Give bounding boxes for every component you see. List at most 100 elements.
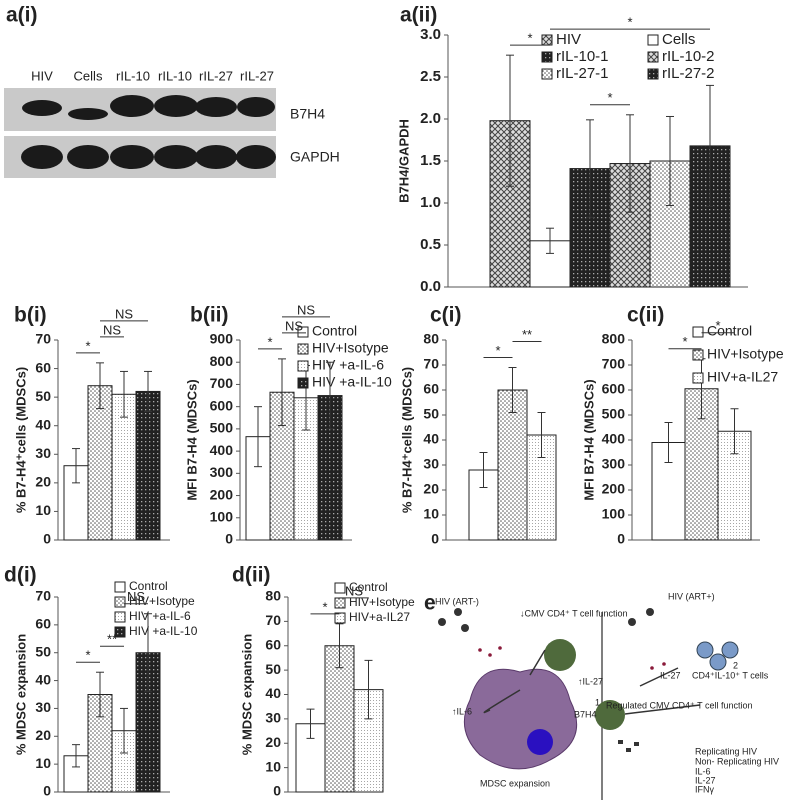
y-tick-label: 900 bbox=[210, 331, 234, 347]
y-tick-label: 80 bbox=[423, 331, 439, 347]
significance-label: NS bbox=[345, 583, 363, 598]
y-tick-label: 30 bbox=[35, 699, 51, 715]
legend-label: HIV +a-IL-6 bbox=[312, 357, 384, 373]
diagram-text: IL-27 bbox=[660, 670, 681, 680]
lane-label: rIL-10 bbox=[158, 68, 192, 83]
y-axis-label: MFI B7-H4 (MDSCs) bbox=[184, 379, 199, 500]
bar bbox=[135, 390, 161, 541]
significance-label: NS bbox=[103, 322, 121, 337]
legend-label: rIL-10-1 bbox=[556, 48, 609, 65]
y-tick-label: 20 bbox=[423, 481, 439, 497]
diagram-text: HIV (ART-) bbox=[435, 596, 479, 606]
y-tick-label: 20 bbox=[35, 474, 51, 490]
diagram-text: 1 bbox=[595, 697, 600, 707]
lane-label: HIV bbox=[31, 68, 53, 83]
significance-label: * bbox=[607, 90, 612, 105]
legend-swatch bbox=[114, 581, 126, 593]
significance-label: NS bbox=[127, 589, 145, 604]
y-tick-label: 0 bbox=[273, 783, 281, 799]
y-axis-label: % B7-H4⁺cells (MDSCs) bbox=[399, 367, 414, 513]
y-tick-label: 70 bbox=[35, 588, 51, 604]
significance-label: NS bbox=[115, 306, 133, 321]
legend-swatch bbox=[114, 626, 126, 638]
legend-label: Control bbox=[312, 323, 357, 339]
y-tick-label: 400 bbox=[602, 431, 626, 447]
y-axis-label: MFI B7-H4 (MDSCs) bbox=[581, 379, 596, 500]
y-tick-label: 600 bbox=[602, 381, 626, 397]
legend-label: HIV+Isotype bbox=[312, 340, 389, 356]
band-label: B7H4 bbox=[290, 106, 325, 122]
y-tick-label: 60 bbox=[35, 359, 51, 375]
significance-label: NS bbox=[297, 302, 315, 317]
y-tick-label: 40 bbox=[265, 685, 281, 701]
panel-label: c(i) bbox=[430, 304, 462, 327]
bar bbox=[689, 145, 731, 288]
legend-swatch bbox=[297, 326, 309, 338]
y-tick-label: 300 bbox=[602, 456, 626, 472]
chart: a(ii) B7H4/GAPDH 0.0 0.5 1.0 1.5 2.0 2.5 3.0 HIV C… bbox=[396, 4, 748, 295]
key-text: IL-6 bbox=[695, 766, 711, 776]
y-tick-label: 700 bbox=[210, 375, 234, 391]
legend-label: HIV bbox=[556, 31, 581, 48]
y-tick-label: 2.0 bbox=[420, 110, 441, 127]
chart: c(ii) MFI B7-H4 (MDSCs) 0 100 200 300 400 500 60… bbox=[581, 304, 783, 547]
legend-label: HIV+Isotype bbox=[349, 595, 415, 609]
t-cell bbox=[595, 700, 625, 730]
y-tick-label: 70 bbox=[35, 331, 51, 347]
lane-label: rIL-27 bbox=[240, 68, 274, 83]
legend-swatch bbox=[692, 372, 704, 384]
legend-label: rIL-10-2 bbox=[662, 48, 715, 65]
y-tick-label: 200 bbox=[210, 486, 234, 502]
panel-label: a(i) bbox=[6, 4, 38, 27]
y-tick-label: 0 bbox=[43, 783, 51, 799]
y-tick-label: 10 bbox=[423, 506, 439, 522]
y-tick-label: 60 bbox=[265, 636, 281, 652]
y-tick-label: 50 bbox=[35, 388, 51, 404]
legend-label: Control bbox=[129, 579, 168, 593]
significance-label: ** bbox=[522, 327, 532, 342]
y-tick-label: 40 bbox=[35, 671, 51, 687]
key-text: Replicating HIV bbox=[695, 746, 757, 756]
chart: b(i) % B7-H4⁺cells (MDSCs) 0 10 20 30 40 50 60 70… bbox=[13, 304, 170, 547]
legend-label: HIV +a-IL-10 bbox=[129, 624, 198, 638]
chart: d(i) % MDSC expansion 0 10 20 30 40 50 60 70 Contr… bbox=[4, 564, 198, 799]
legend-swatch bbox=[334, 582, 346, 594]
significance-label: * bbox=[85, 338, 90, 353]
legend-swatch bbox=[692, 326, 704, 338]
y-tick-label: 0 bbox=[431, 531, 439, 547]
diagram-text: CD4⁺IL-10⁺ T cells bbox=[692, 670, 769, 680]
y-tick-label: 500 bbox=[210, 420, 234, 436]
y-tick-label: 0 bbox=[43, 531, 51, 547]
key-text: IL-27 bbox=[695, 775, 716, 785]
y-tick-label: 700 bbox=[602, 356, 626, 372]
bar bbox=[111, 393, 137, 541]
significance-label: * bbox=[715, 318, 720, 333]
chart: c(i) % B7-H4⁺cells (MDSCs) 0 10 20 30 40 50 60 70… bbox=[399, 304, 557, 547]
legend-swatch bbox=[334, 597, 346, 609]
legend-swatch bbox=[541, 34, 553, 46]
legend-swatch bbox=[647, 51, 659, 63]
y-axis-label: % MDSC expansion bbox=[239, 634, 254, 755]
legend-label: Control bbox=[349, 580, 388, 594]
significance-label: * bbox=[627, 15, 632, 30]
y-tick-label: 20 bbox=[35, 727, 51, 743]
y-tick-label: 0 bbox=[225, 531, 233, 547]
diagram-text: 2 bbox=[733, 660, 738, 670]
y-tick-label: 200 bbox=[602, 481, 626, 497]
y-tick-label: 30 bbox=[423, 456, 439, 472]
y-tick-label: 80 bbox=[265, 588, 281, 604]
significance-label: * bbox=[322, 599, 327, 614]
diagram-text: Regulated CMV CD4⁺ T cell function bbox=[606, 700, 753, 710]
y-tick-label: 1.0 bbox=[420, 194, 441, 211]
panel-label: c(ii) bbox=[627, 304, 664, 327]
panel-label: e bbox=[424, 592, 436, 615]
diagram-text: ↑IL-6 bbox=[452, 706, 472, 716]
panel-label: d(ii) bbox=[232, 564, 270, 587]
key-text: Non- Replicating HIV bbox=[695, 756, 779, 766]
significance-label: * bbox=[527, 31, 532, 46]
y-axis-label: % MDSC expansion bbox=[13, 634, 28, 755]
legend-swatch bbox=[114, 596, 126, 608]
y-tick-label: 60 bbox=[35, 616, 51, 632]
key-text: IFNγ bbox=[695, 784, 714, 794]
